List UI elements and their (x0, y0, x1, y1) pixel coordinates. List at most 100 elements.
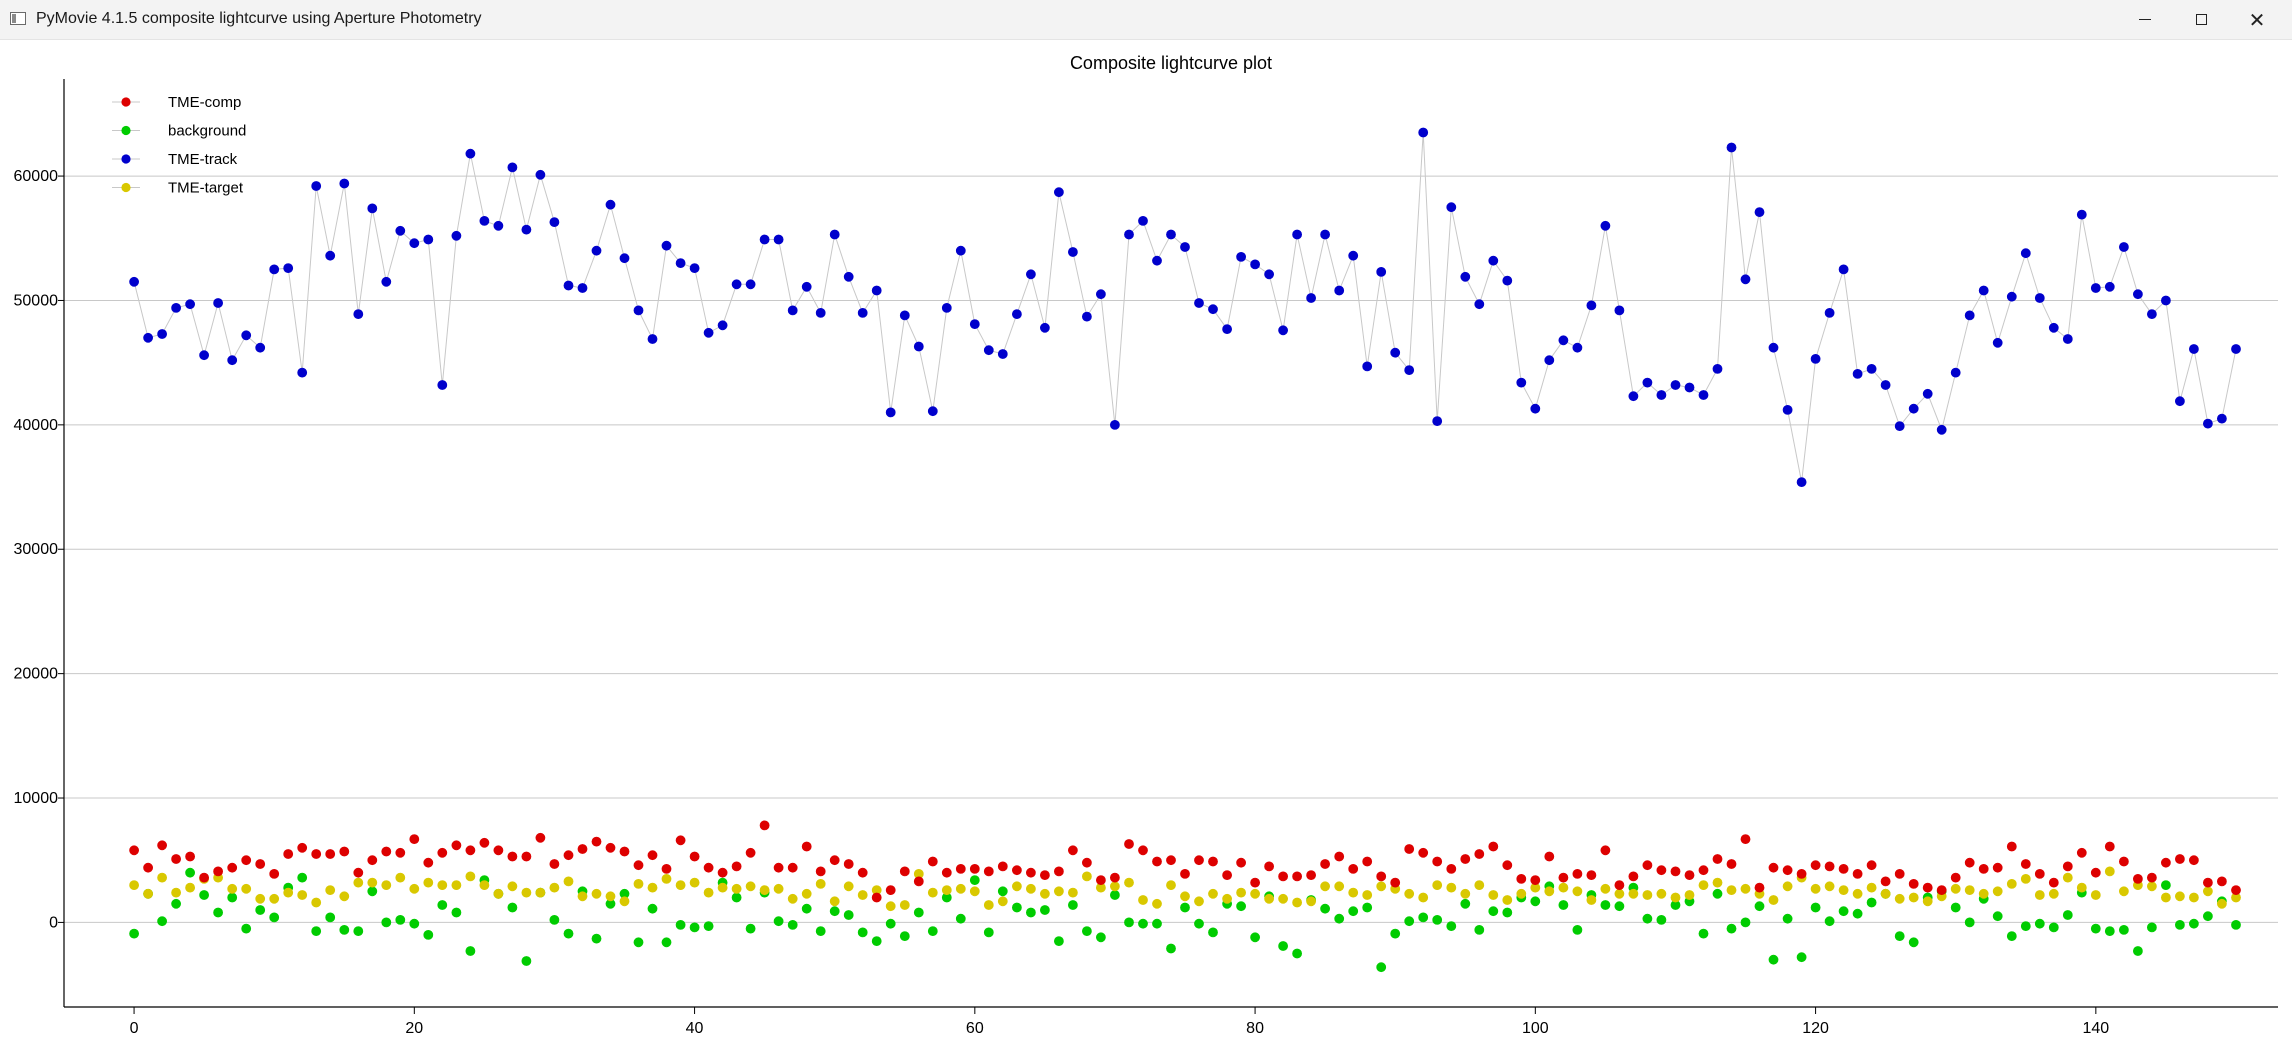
data-point (143, 888, 153, 899)
data-point (423, 857, 434, 868)
data-point (1852, 908, 1863, 919)
data-point (1698, 865, 1709, 876)
data-point (829, 906, 840, 917)
data-point (633, 879, 644, 889)
data-point (1726, 923, 1737, 934)
minimize-button[interactable] (2117, 0, 2173, 39)
data-point (2104, 926, 2115, 936)
data-point (2132, 946, 2143, 956)
data-point (549, 915, 560, 925)
data-point (1740, 883, 1751, 894)
data-point (1614, 888, 1625, 899)
data-point (437, 847, 448, 858)
data-point (563, 876, 574, 887)
legend-marker (121, 182, 131, 193)
chart-title: Composite lightcurve plot (1070, 53, 1272, 73)
data-point (1642, 890, 1653, 900)
data-point (927, 887, 938, 898)
data-point (1446, 202, 1457, 213)
data-point (2090, 283, 2101, 293)
close-button[interactable]: ✕ (2229, 0, 2285, 39)
data-point (1404, 888, 1415, 899)
data-point (171, 887, 181, 898)
data-point (1040, 905, 1050, 915)
data-point (1768, 954, 1779, 965)
data-point (1964, 857, 1975, 868)
data-point (353, 309, 364, 319)
grid-lines (64, 175, 2278, 923)
data-point (1684, 870, 1695, 880)
data-point (2090, 867, 2101, 878)
data-point (185, 851, 195, 862)
data-point (451, 907, 462, 918)
data-point (675, 258, 686, 268)
data-point (311, 926, 322, 936)
data-point (1852, 888, 1863, 899)
data-point (465, 946, 476, 956)
data-point (409, 883, 420, 894)
data-point (1726, 885, 1737, 895)
y-tick-label: 40000 (14, 417, 59, 434)
data-point (213, 866, 223, 877)
data-point (563, 850, 574, 861)
data-point (745, 279, 756, 290)
legend[interactable]: TME-comp background TME-track TME-target (112, 94, 246, 197)
data-point (423, 234, 434, 245)
data-point (1432, 856, 1443, 867)
legend-label: TME-track (168, 151, 238, 168)
data-point (549, 882, 560, 893)
window-titlebar: PyMovie 4.1.5 composite lightcurve using… (0, 0, 2292, 40)
data-point (1082, 857, 1092, 868)
data-point (1278, 941, 1288, 951)
data-point (2034, 293, 2045, 303)
data-point (731, 279, 742, 290)
data-point (157, 840, 167, 851)
data-point (2048, 922, 2059, 933)
data-point (2160, 892, 2171, 903)
data-point (1712, 888, 1723, 899)
data-point (1908, 403, 1919, 414)
data-point (1278, 893, 1288, 904)
data-point (465, 871, 476, 882)
data-point (2034, 918, 2045, 929)
data-point (1544, 355, 1555, 366)
data-point (1838, 885, 1849, 895)
data-point (983, 866, 994, 877)
data-point (1362, 890, 1373, 900)
data-point (1936, 424, 1947, 435)
data-point (647, 334, 658, 344)
data-point (381, 880, 392, 890)
data-point (1124, 877, 1134, 888)
data-point (1740, 834, 1751, 844)
data-point (2231, 920, 2241, 930)
data-point (1054, 886, 1064, 897)
data-point (1712, 363, 1723, 374)
data-point (591, 836, 602, 847)
close-icon: ✕ (2248, 7, 2266, 32)
data-point (129, 928, 139, 939)
data-point (913, 341, 924, 352)
data-point (787, 305, 798, 316)
legend-marker (121, 125, 131, 136)
data-point (731, 892, 742, 903)
data-point (2118, 925, 2129, 935)
data-point (1194, 298, 1204, 308)
window-app-icon[interactable] (10, 12, 26, 25)
data-point (1796, 869, 1807, 879)
data-point (1922, 388, 1933, 399)
data-point (1628, 888, 1639, 899)
data-point (1208, 927, 1218, 938)
data-point (2216, 876, 2227, 887)
data-point (297, 842, 308, 853)
data-point (1992, 886, 2003, 897)
data-point (605, 199, 616, 210)
data-point (465, 845, 476, 856)
data-point (899, 900, 910, 910)
composite-lightcurve-plot[interactable]: Composite lightcurve plot 0 10000 20000 300… (0, 39, 2292, 1046)
data-point (1880, 888, 1891, 899)
data-point (1124, 229, 1134, 240)
data-point (857, 927, 868, 938)
data-point (1012, 309, 1022, 319)
data-point (773, 916, 784, 927)
maximize-button[interactable] (2173, 0, 2229, 39)
